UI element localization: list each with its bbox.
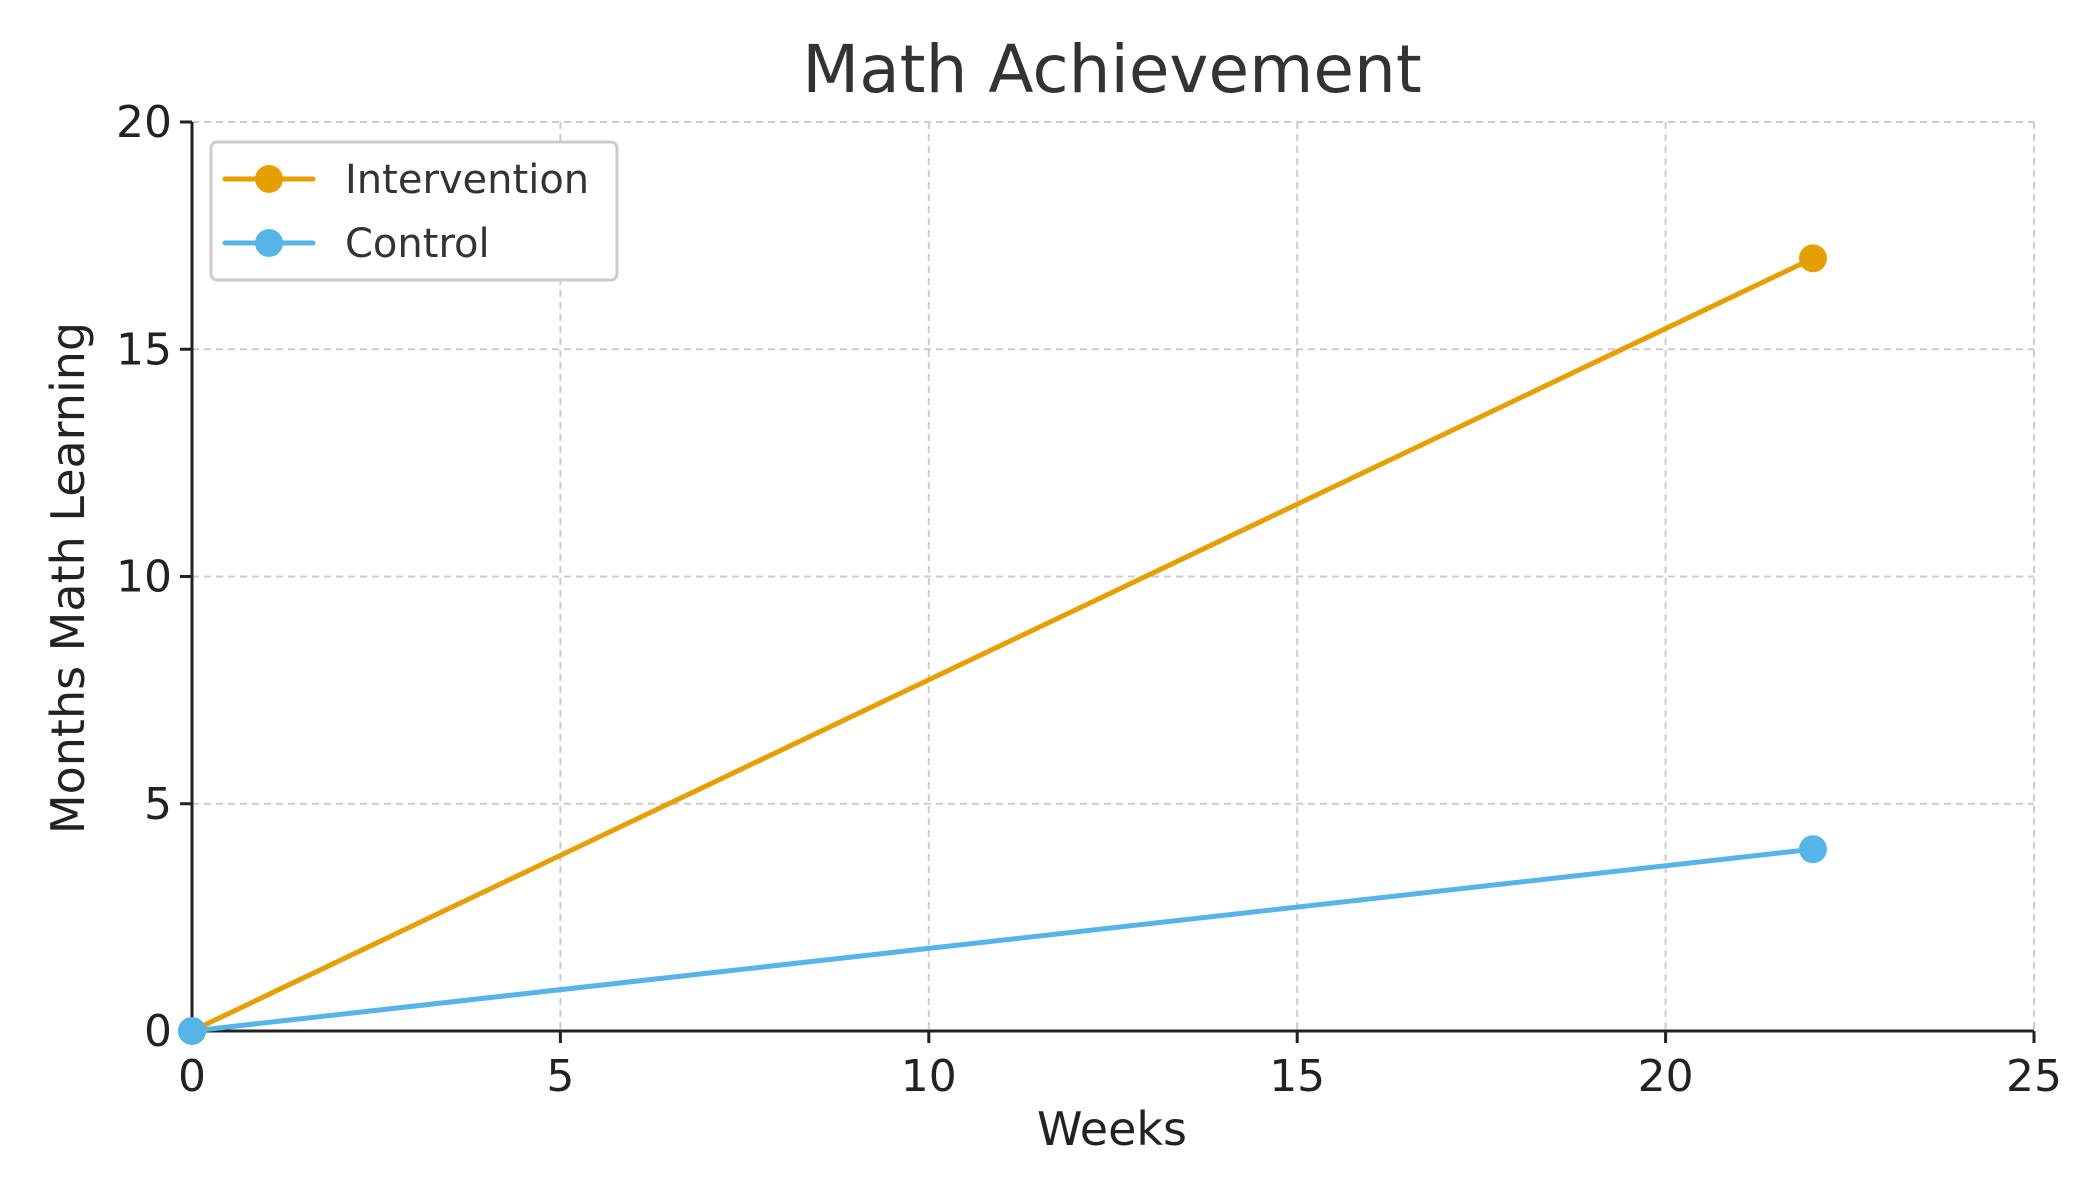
x-tick-label: 5 [546,1051,574,1102]
x-tick-label: 20 [1638,1051,1694,1102]
x-axis-ticks: 0 5 10 15 20 25 [178,1031,2062,1102]
y-axis-label: Months Math Learning [41,322,95,834]
legend-label-0: Intervention [345,157,589,203]
series-lines [178,244,1827,1045]
legend-label-1: Control [345,221,490,267]
x-axis-label: Weeks [1037,1102,1187,1156]
y-tick-label: 15 [116,324,172,375]
series-line-1 [189,846,1816,1034]
series-point-1-0 [178,1017,206,1045]
y-tick-label: 20 [116,97,172,148]
legend: Intervention Control [209,140,619,282]
chart-title: Math Achievement [802,31,1421,108]
legend-marker-0 [255,165,283,193]
y-axis-ticks: 0 5 10 15 20 [116,97,192,1057]
y-tick-label: 5 [144,779,172,830]
y-tick-label: 10 [116,552,172,603]
x-tick-label: 25 [2006,1051,2062,1102]
legend-marker-1 [255,229,283,257]
x-tick-label: 10 [901,1051,957,1102]
series-line-0 [189,255,1816,1034]
series-point-1-1 [1798,835,1827,864]
x-tick-label: 15 [1269,1051,1325,1102]
x-tick-label: 0 [178,1051,206,1102]
series-point-0-1 [1798,244,1827,273]
y-tick-label: 0 [144,1006,172,1057]
